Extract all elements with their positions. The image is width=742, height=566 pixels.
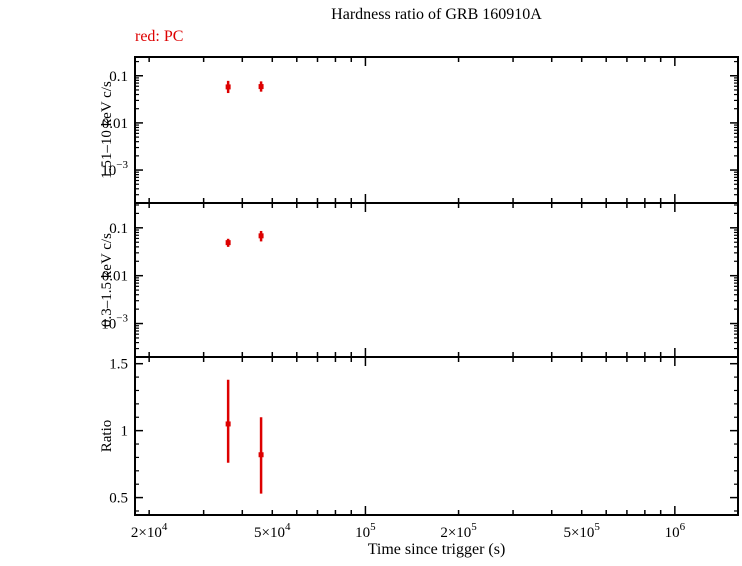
data-point (225, 84, 231, 90)
y-tick-label: 0.01 (102, 116, 128, 132)
x-tick-label: 5×105 (563, 521, 600, 541)
x-tick-label: 2×105 (440, 521, 477, 541)
legend-red-pc: red: PC (135, 28, 184, 45)
data-point (225, 421, 231, 427)
data-point (258, 84, 264, 90)
y-tick-label: 10−3 (101, 159, 128, 179)
x-axis-label: Time since trigger (s) (367, 541, 506, 558)
y-tick-label: 0.1 (109, 69, 128, 85)
panel-frame (134, 56, 739, 204)
panel-1: 0.1 0.01 10−3 (101, 202, 739, 358)
x-tick-label: 5×104 (254, 521, 291, 541)
y-tick-label: 1 (121, 424, 129, 440)
x-tick-label: 105 (355, 521, 376, 541)
data-point (258, 452, 264, 458)
x-tick-labels: 2×104 5×104 105 2×105 5×105 106 (131, 521, 686, 541)
panel-frame (134, 356, 739, 516)
panel-frame (134, 202, 739, 358)
data-point (225, 240, 231, 246)
y-tick-label: 0.1 (109, 221, 128, 237)
panel-2: 1.5 1 0.5 (109, 356, 739, 516)
chart-title: Hardness ratio of GRB 160910A (331, 6, 542, 23)
x-tick-label: 106 (665, 521, 686, 541)
y-tick-label: 0.5 (109, 491, 128, 507)
x-tick-label: 2×104 (131, 521, 168, 541)
y-tick-label: 0.01 (102, 269, 128, 285)
y-tick-label: 10−3 (101, 313, 128, 333)
panel-0: 0.1 0.01 10−3 (101, 56, 739, 204)
data-point (258, 233, 264, 239)
y-tick-label: 1.5 (109, 357, 128, 373)
